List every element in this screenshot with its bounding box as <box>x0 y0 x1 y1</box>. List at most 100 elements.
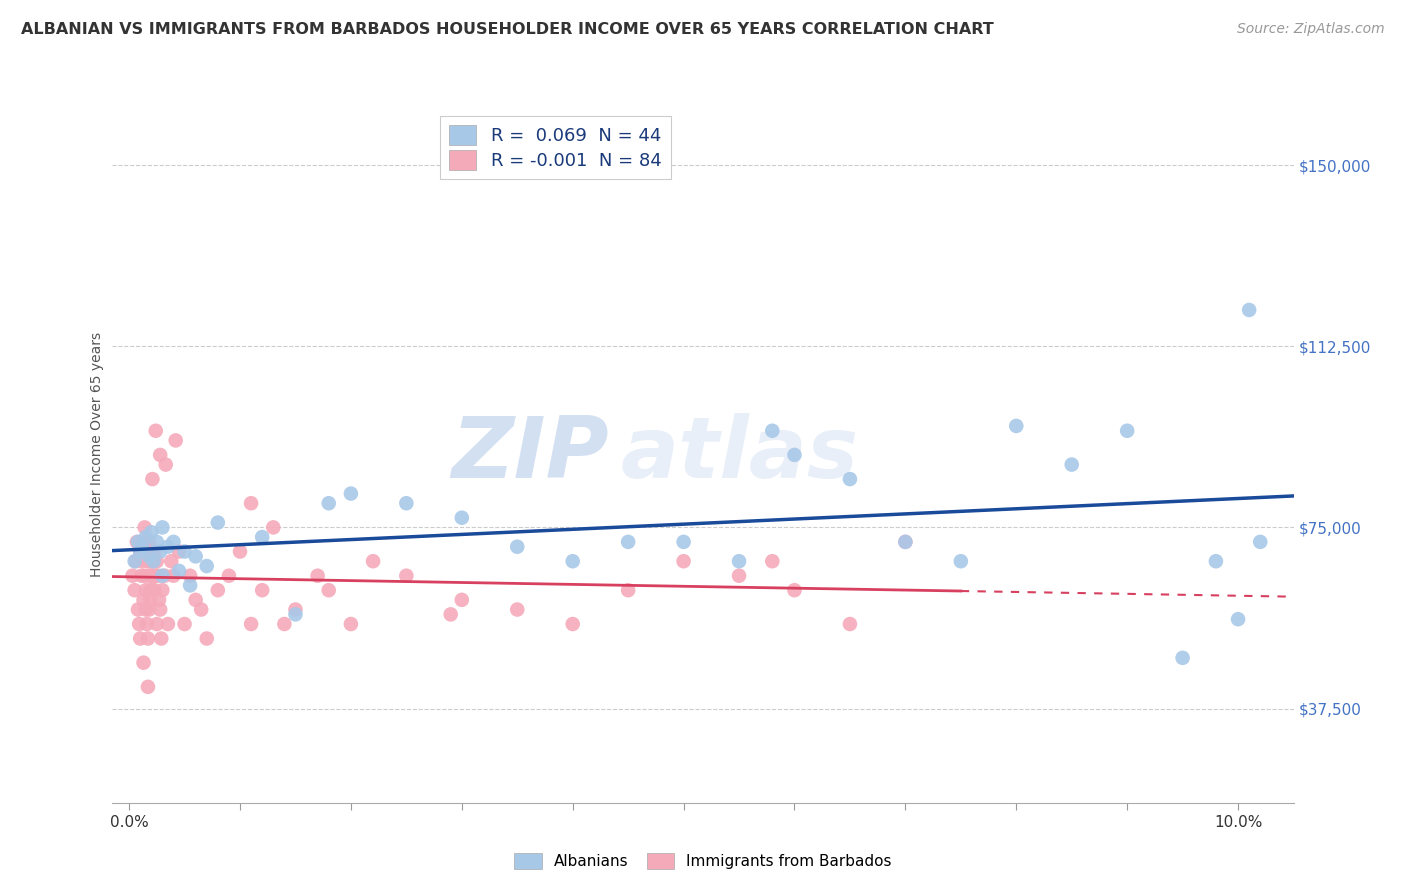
Point <box>165 434 187 448</box>
Point <box>184 592 207 607</box>
Legend: Albanians, Immigrants from Barbados: Albanians, Immigrants from Barbados <box>508 847 898 875</box>
Point <box>617 583 640 598</box>
Point <box>229 544 252 558</box>
Point <box>143 583 166 598</box>
Point <box>139 583 162 598</box>
Legend: R =  0.069  N = 44, R = -0.001  N = 84: R = 0.069 N = 44, R = -0.001 N = 84 <box>440 116 671 179</box>
Point <box>173 544 195 558</box>
Point <box>141 568 163 582</box>
Point <box>273 617 295 632</box>
Point <box>440 607 463 622</box>
Point <box>167 544 190 558</box>
Point <box>184 549 207 564</box>
Point <box>146 554 169 568</box>
Point <box>141 544 163 558</box>
Point <box>1205 554 1227 568</box>
Point <box>146 617 169 632</box>
Point <box>124 554 146 568</box>
Point <box>672 554 695 568</box>
Point <box>132 534 155 549</box>
Point <box>207 583 229 598</box>
Point <box>506 602 529 616</box>
Point <box>134 568 156 582</box>
Point <box>195 559 218 574</box>
Point <box>138 549 160 564</box>
Point <box>284 607 307 622</box>
Point <box>141 525 163 540</box>
Point <box>142 554 165 568</box>
Point <box>672 534 695 549</box>
Point <box>1249 534 1271 549</box>
Point <box>894 534 917 549</box>
Point <box>129 544 152 558</box>
Point <box>162 568 184 582</box>
Point <box>135 583 157 598</box>
Point <box>150 632 173 646</box>
Text: ALBANIAN VS IMMIGRANTS FROM BARBADOS HOUSEHOLDER INCOME OVER 65 YEARS CORRELATIO: ALBANIAN VS IMMIGRANTS FROM BARBADOS HOU… <box>21 22 994 37</box>
Point <box>561 617 583 632</box>
Point <box>131 568 153 582</box>
Point <box>284 602 307 616</box>
Point <box>218 568 240 582</box>
Point <box>561 554 583 568</box>
Point <box>132 592 155 607</box>
Point <box>128 617 150 632</box>
Point <box>617 534 640 549</box>
Point <box>173 617 195 632</box>
Point <box>135 544 157 558</box>
Point <box>783 448 806 462</box>
Point <box>131 554 153 568</box>
Point <box>1060 458 1083 472</box>
Point <box>142 554 165 568</box>
Point <box>156 617 179 632</box>
Point <box>136 680 159 694</box>
Point <box>142 568 165 582</box>
Point <box>150 568 173 582</box>
Point <box>506 540 529 554</box>
Y-axis label: Householder Income Over 65 years: Householder Income Over 65 years <box>90 333 104 577</box>
Point <box>150 520 173 534</box>
Point <box>125 534 148 549</box>
Point <box>262 520 284 534</box>
Point <box>1227 612 1250 626</box>
Point <box>207 516 229 530</box>
Point <box>145 424 167 438</box>
Point <box>1237 303 1260 318</box>
Point <box>138 568 160 582</box>
Point <box>179 578 201 592</box>
Point <box>146 534 169 549</box>
Point <box>728 568 751 582</box>
Text: ZIP: ZIP <box>451 413 609 497</box>
Point <box>179 568 201 582</box>
Point <box>450 510 472 524</box>
Point <box>155 458 177 472</box>
Point <box>307 568 329 582</box>
Point <box>361 554 384 568</box>
Point <box>134 520 156 534</box>
Point <box>138 602 160 616</box>
Point <box>149 602 172 616</box>
Point <box>132 656 155 670</box>
Point <box>340 617 363 632</box>
Point <box>318 496 340 510</box>
Point <box>761 424 783 438</box>
Point <box>127 534 149 549</box>
Point <box>1116 424 1139 438</box>
Point <box>250 583 273 598</box>
Point <box>1171 651 1194 665</box>
Point <box>153 568 176 582</box>
Point <box>783 583 806 598</box>
Point <box>136 632 159 646</box>
Point <box>129 544 152 558</box>
Point <box>124 583 146 598</box>
Point <box>318 583 340 598</box>
Point <box>146 568 169 582</box>
Point <box>135 602 157 616</box>
Text: atlas: atlas <box>620 413 859 497</box>
Point <box>143 544 166 558</box>
Point <box>141 583 163 598</box>
Point <box>240 617 263 632</box>
Point <box>136 554 159 568</box>
Point <box>167 564 190 578</box>
Point <box>127 602 149 616</box>
